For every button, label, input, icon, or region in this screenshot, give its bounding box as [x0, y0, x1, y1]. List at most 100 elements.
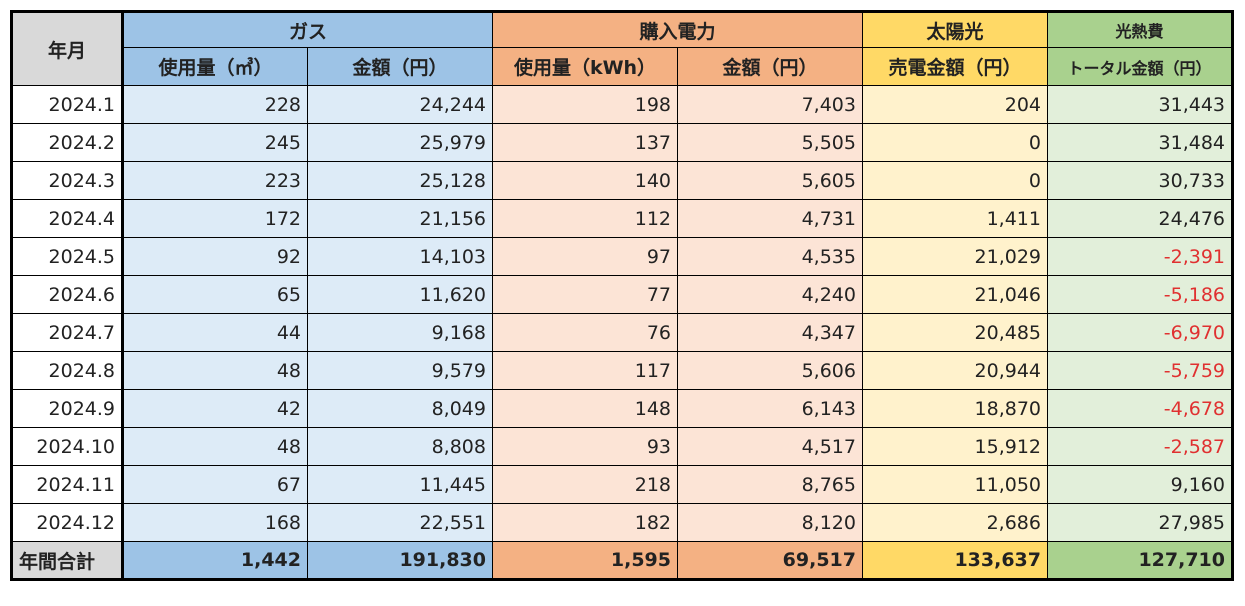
elec-amount-cell: 4,240	[677, 275, 863, 314]
total-amount-cell: 31,484	[1047, 123, 1233, 162]
month-cell: 2024.1	[11, 85, 124, 124]
elec-usage-cell: 182	[492, 503, 678, 542]
elec-usage-cell: 148	[492, 389, 678, 428]
gas-amount-cell: 25,128	[307, 161, 493, 200]
table-row: 2024.2 245 25,979 137 5,505 0 31,484	[11, 123, 1233, 162]
month-cell: 2024.3	[11, 161, 124, 200]
elec-usage-cell: 76	[492, 313, 678, 352]
gas-usage-header: 使用量（㎥）	[122, 47, 308, 86]
solar-sales-cell: 204	[862, 85, 1048, 124]
elec-amount-header: 金額（円）	[677, 47, 863, 86]
elec-usage-cell: 112	[492, 199, 678, 238]
solar-sales-cell: 18,870	[862, 389, 1048, 428]
total-amount-cell: -5,186	[1047, 275, 1233, 314]
gas-amount-cell: 9,579	[307, 351, 493, 390]
total-amount-cell: -6,970	[1047, 313, 1233, 352]
total-amount-cell: 24,476	[1047, 199, 1233, 238]
elec-usage-cell: 137	[492, 123, 678, 162]
elec-amount-cell: 8,765	[677, 465, 863, 504]
elec-usage-cell: 140	[492, 161, 678, 200]
gas-usage-cell: 44	[122, 313, 308, 352]
month-cell: 2024.7	[11, 313, 124, 352]
summary-label: 年間合計	[11, 541, 124, 580]
month-cell: 2024.6	[11, 275, 124, 314]
gas-usage-cell: 223	[122, 161, 308, 200]
total-amount-cell: -2,587	[1047, 427, 1233, 466]
elec-amount-cell: 5,606	[677, 351, 863, 390]
gas-group-header: ガス	[122, 11, 493, 48]
gas-amount-cell: 22,551	[307, 503, 493, 542]
elec-usage-cell: 218	[492, 465, 678, 504]
elec-amount-cell: 5,605	[677, 161, 863, 200]
gas-usage-cell: 228	[122, 85, 308, 124]
total-amount-header: トータル金額（円）	[1047, 47, 1233, 86]
solar-sales-cell: 1,411	[862, 199, 1048, 238]
elec-usage-cell: 97	[492, 237, 678, 276]
gas-amount-cell: 25,979	[307, 123, 493, 162]
gas-amount-cell: 9,168	[307, 313, 493, 352]
elec-amount-cell: 4,517	[677, 427, 863, 466]
gas-usage-cell: 168	[122, 503, 308, 542]
gas-amount-cell: 11,620	[307, 275, 493, 314]
header-row-top: 年月 ガス 購入電力 太陽光 光熱費	[11, 11, 1233, 86]
gas-usage-cell: 65	[122, 275, 308, 314]
month-cell: 2024.5	[11, 237, 124, 276]
solar-sales-cell: 20,944	[862, 351, 1048, 390]
gas-usage-cell: 48	[122, 427, 308, 466]
gas-usage-cell: 92	[122, 237, 308, 276]
gas-amount-cell: 8,049	[307, 389, 493, 428]
month-cell: 2024.9	[11, 389, 124, 428]
gas-amount-cell: 24,244	[307, 85, 493, 124]
gas-usage-cell: 172	[122, 199, 308, 238]
solar-sales-cell: 21,046	[862, 275, 1048, 314]
utility-cost-table: 年月 ガス 購入電力 太陽光 光熱費 使用量（㎥） 金額（円） 使用量（kWh）…	[10, 10, 1234, 581]
solar-sales-cell: 15,912	[862, 427, 1048, 466]
elec-usage-cell: 77	[492, 275, 678, 314]
header-row-bottom: 使用量（㎥） 金額（円） 使用量（kWh） 金額（円） 売電金額（円） トータル…	[12, 47, 1233, 86]
summary-gas-usage: 1,442	[122, 541, 308, 580]
table-row: 2024.5 92 14,103 97 4,535 21,029 -2,391	[11, 237, 1233, 276]
elec-amount-cell: 5,505	[677, 123, 863, 162]
table-body: 2024.1 228 24,244 198 7,403 204 31,443 2024.2 24…	[11, 85, 1233, 542]
gas-amount-cell: 11,445	[307, 465, 493, 504]
gas-amount-cell: 21,156	[307, 199, 493, 238]
gas-usage-cell: 245	[122, 123, 308, 162]
elec-amount-cell: 4,731	[677, 199, 863, 238]
table-row: 2024.10 48 8,808 93 4,517 15,912 -2,587	[11, 427, 1233, 466]
table-row: 2024.12 168 22,551 182 8,120 2,686 27,985	[11, 503, 1233, 542]
total-amount-cell: 27,985	[1047, 503, 1233, 542]
gas-usage-cell: 67	[122, 465, 308, 504]
total-group-header: 光熱費	[1047, 11, 1233, 48]
elec-usage-header: 使用量（kWh）	[492, 47, 678, 86]
total-amount-cell: 31,443	[1047, 85, 1233, 124]
table-row: 2024.4 172 21,156 112 4,731 1,411 24,476	[11, 199, 1233, 238]
table-row: 2024.7 44 9,168 76 4,347 20,485 -6,970	[11, 313, 1233, 352]
solar-sales-cell: 20,485	[862, 313, 1048, 352]
solar-sales-cell: 2,686	[862, 503, 1048, 542]
gas-usage-cell: 42	[122, 389, 308, 428]
month-cell: 2024.10	[11, 427, 124, 466]
solar-sales-header: 売電金額（円）	[862, 47, 1048, 86]
solar-sales-cell: 0	[862, 123, 1048, 162]
elec-amount-cell: 6,143	[677, 389, 863, 428]
year-month-header: 年月	[11, 11, 124, 86]
summary-elec-amount: 69,517	[677, 541, 863, 580]
gas-amount-cell: 8,808	[307, 427, 493, 466]
total-amount-cell: -4,678	[1047, 389, 1233, 428]
month-cell: 2024.8	[11, 351, 124, 390]
elec-amount-cell: 7,403	[677, 85, 863, 124]
table-row: 2024.8 48 9,579 117 5,606 20,944 -5,759	[11, 351, 1233, 390]
solar-sales-cell: 11,050	[862, 465, 1048, 504]
month-cell: 2024.2	[11, 123, 124, 162]
gas-amount-header: 金額（円）	[307, 47, 493, 86]
table-row: 2024.9 42 8,049 148 6,143 18,870 -4,678	[11, 389, 1233, 428]
elec-amount-cell: 8,120	[677, 503, 863, 542]
elec-amount-cell: 4,347	[677, 313, 863, 352]
gas-usage-cell: 48	[122, 351, 308, 390]
elec-usage-cell: 117	[492, 351, 678, 390]
solar-group-header: 太陽光	[862, 11, 1048, 48]
elec-amount-cell: 4,535	[677, 237, 863, 276]
elec-usage-cell: 198	[492, 85, 678, 124]
table-row: 2024.6 65 11,620 77 4,240 21,046 -5,186	[11, 275, 1233, 314]
gas-amount-cell: 14,103	[307, 237, 493, 276]
